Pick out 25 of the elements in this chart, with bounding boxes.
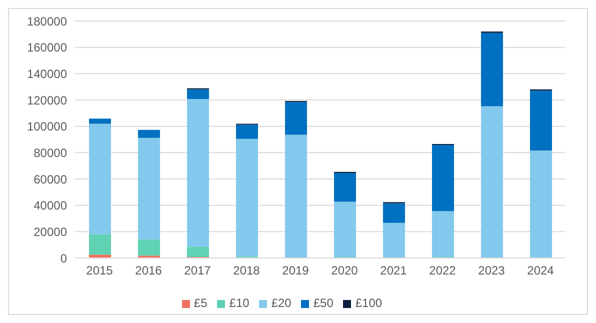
y-tick-label: 20000 [34,224,68,239]
y-tick-label: 160000 [26,40,68,55]
legend-label: £10 [229,296,250,310]
x-tick-label: 2022 [429,264,456,278]
y-tick-label: 100000 [26,120,68,134]
x-tick-label: 2018 [233,264,260,278]
legend-label: £20 [271,296,292,310]
x-tick-label: 2016 [135,264,162,278]
legend-label: £50 [313,296,334,310]
y-tick-label: 140000 [26,66,68,81]
legend-label: £5 [194,296,208,310]
y-tick-label: 120000 [26,93,68,108]
y-tick-label: 80000 [34,146,68,160]
x-tick-label: 2015 [86,264,114,278]
x-tick-label: 2021 [380,264,408,278]
x-tick-label: 2023 [478,264,506,278]
y-tick-label: 0 [60,251,68,266]
y-tick-label: 40000 [34,198,68,213]
x-tick-label: 2019 [282,264,310,278]
x-tick-label: 2020 [331,264,358,278]
y-tick-label: 180000 [26,14,68,28]
y-tick-label: 60000 [34,172,68,186]
legend-label: £100 [355,296,382,310]
x-tick-label: 2024 [527,264,554,278]
x-tick-label: 2017 [184,264,212,278]
